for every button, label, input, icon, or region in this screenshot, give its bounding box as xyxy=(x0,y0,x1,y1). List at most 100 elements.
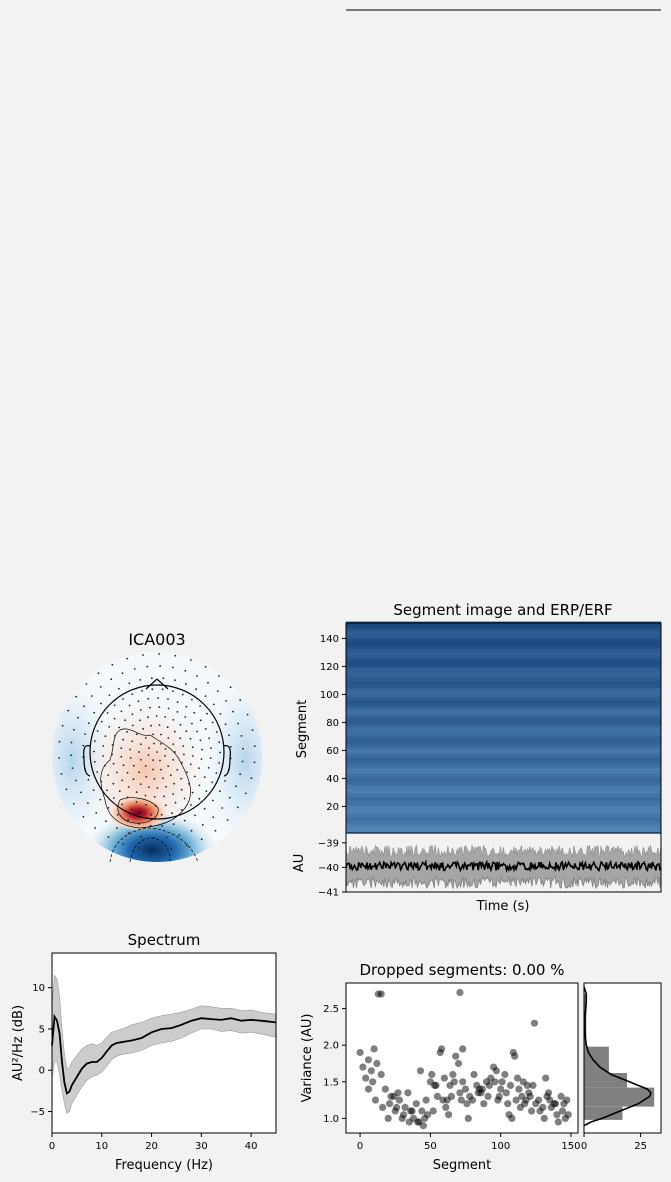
sensor-dot xyxy=(113,797,115,799)
sensor-dot xyxy=(102,755,104,757)
sensor-dot xyxy=(176,701,179,703)
segment-row xyxy=(346,630,661,632)
sensor-dot xyxy=(128,682,131,685)
segment-row xyxy=(346,813,661,816)
segment-point xyxy=(452,1052,460,1060)
segment-point xyxy=(463,1100,471,1108)
sensor-dot xyxy=(153,796,156,798)
sensor-dot xyxy=(135,801,138,803)
segment-point xyxy=(539,1103,547,1111)
segment-point xyxy=(377,990,385,998)
sensor-dot xyxy=(147,754,150,756)
sensor-dot xyxy=(181,693,184,696)
segment-row xyxy=(346,652,661,655)
topomap-contour-negative xyxy=(109,827,199,863)
sensor-dot xyxy=(157,697,160,699)
sensor-dot xyxy=(225,700,228,702)
segment-point xyxy=(544,1089,553,1097)
sensor-dot xyxy=(179,737,182,740)
segment-row xyxy=(346,632,661,635)
segment-point xyxy=(386,1100,394,1108)
segment-image-panel: Segment image and ERP/ERF 20 40 60 80 100 120… xyxy=(295,601,662,834)
sensor-dot xyxy=(147,697,150,700)
segment-row xyxy=(346,676,661,679)
segment-row xyxy=(346,702,661,705)
sensor-dot xyxy=(111,753,113,756)
sensor-dot xyxy=(174,751,176,753)
sensor-dot xyxy=(186,771,188,773)
sensor-dot xyxy=(180,761,183,764)
segment-row xyxy=(346,770,661,772)
segment-row xyxy=(346,747,661,750)
segment-row xyxy=(346,799,661,802)
sensor-dot xyxy=(135,733,138,736)
segment-row xyxy=(346,764,661,767)
sensor-dot xyxy=(244,792,247,795)
topomap-sensors xyxy=(58,653,256,851)
segment-point xyxy=(563,1096,571,1104)
sensor-dot xyxy=(148,747,150,749)
sensor-dot xyxy=(129,757,132,759)
segment-row xyxy=(346,653,661,656)
sensor-dot xyxy=(149,706,151,709)
topomap-head-outline xyxy=(89,684,225,820)
variance-histogram-panel: 0 25 xyxy=(581,982,662,1152)
sensor-dot xyxy=(167,765,170,767)
sensor-dot xyxy=(130,808,133,811)
sensor-dot xyxy=(121,672,124,675)
segment-image-ylabel: Segment xyxy=(295,700,310,759)
segment-row xyxy=(346,722,661,725)
segment-row xyxy=(346,781,661,784)
segment-row xyxy=(346,744,661,747)
segment-row xyxy=(346,651,661,653)
segment-point xyxy=(404,1089,412,1097)
segment-point xyxy=(540,1114,548,1122)
segment-row xyxy=(346,642,661,645)
sensor-dot xyxy=(137,700,140,703)
segment-point xyxy=(369,1078,377,1086)
sensor-dot xyxy=(182,745,185,747)
segment-row xyxy=(346,623,661,625)
segment-row xyxy=(346,679,661,681)
segment-row xyxy=(346,758,661,761)
sensor-dot xyxy=(174,654,177,657)
erp-xlabel: Time (s) xyxy=(476,899,530,914)
spectrum-mean-line xyxy=(51,1013,277,1095)
sensor-dot xyxy=(160,768,162,771)
segment-point xyxy=(554,1118,562,1126)
sensor-dot xyxy=(191,722,193,725)
sensor-dot xyxy=(120,710,123,713)
segment-point xyxy=(381,1085,389,1093)
erp-panel: −41 −40 −39 AU Time (s) xyxy=(292,832,662,914)
sensor-dot xyxy=(190,804,192,806)
histogram-frame xyxy=(583,982,662,1134)
sensor-dot xyxy=(218,741,221,744)
segment-point xyxy=(542,1074,550,1082)
segment-point xyxy=(535,1096,543,1104)
segment-point xyxy=(557,1092,565,1100)
segment-row xyxy=(346,712,661,715)
segment-point xyxy=(401,1103,409,1111)
sensor-dot xyxy=(95,812,98,814)
sensor-dot xyxy=(203,776,206,778)
segment-row xyxy=(346,749,661,751)
segment-row xyxy=(346,659,661,662)
sensor-dot xyxy=(163,795,166,798)
sensor-dot xyxy=(111,744,114,746)
dropped-xlabel: Segment xyxy=(433,1158,492,1173)
segment-point xyxy=(367,1067,375,1075)
sensor-dot xyxy=(207,681,209,684)
sensor-dot xyxy=(139,743,142,746)
sensor-dot xyxy=(121,803,123,806)
segment-point xyxy=(439,1096,447,1104)
segment-row xyxy=(346,728,661,730)
segment-row xyxy=(346,823,661,826)
segment-row xyxy=(346,784,661,786)
sensor-dot xyxy=(161,688,164,691)
sensor-dot xyxy=(162,777,164,780)
dropped-ytick: 1.0 xyxy=(323,1114,339,1125)
sensor-dot xyxy=(183,819,186,822)
sensor-dot xyxy=(204,728,207,730)
sensor-dot xyxy=(137,847,140,850)
